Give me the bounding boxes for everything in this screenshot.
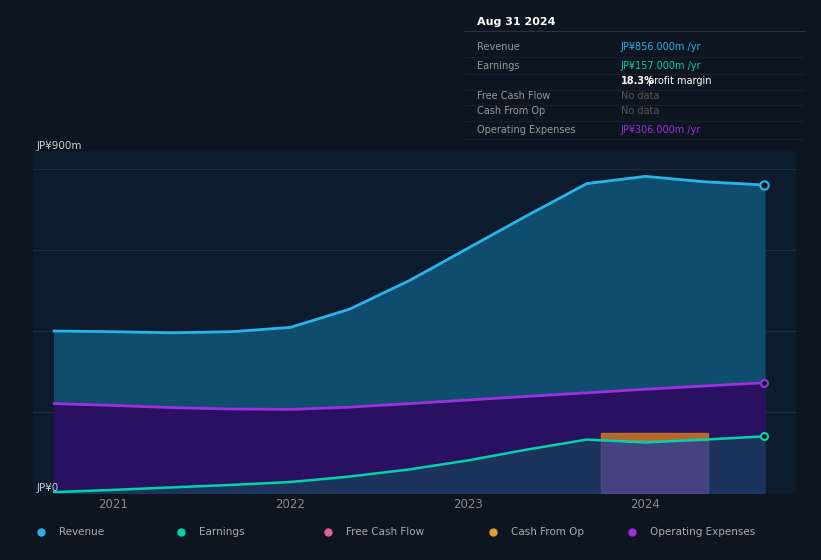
Text: Free Cash Flow: Free Cash Flow bbox=[346, 527, 424, 537]
Text: No data: No data bbox=[621, 106, 659, 116]
Text: Aug 31 2024: Aug 31 2024 bbox=[478, 17, 556, 27]
Text: 18.3%: 18.3% bbox=[621, 76, 654, 86]
Text: Free Cash Flow: Free Cash Flow bbox=[478, 91, 551, 101]
Text: JP¥856.000m /yr: JP¥856.000m /yr bbox=[621, 42, 701, 52]
Text: Revenue: Revenue bbox=[478, 42, 521, 52]
Text: Cash From Op: Cash From Op bbox=[511, 527, 584, 537]
Text: Operating Expenses: Operating Expenses bbox=[650, 527, 755, 537]
Text: JP¥900m: JP¥900m bbox=[37, 141, 82, 151]
Text: Earnings: Earnings bbox=[478, 61, 520, 71]
Text: JP¥0: JP¥0 bbox=[37, 483, 59, 493]
Text: JP¥157.000m /yr: JP¥157.000m /yr bbox=[621, 61, 701, 71]
Text: Cash From Op: Cash From Op bbox=[478, 106, 546, 116]
Text: profit margin: profit margin bbox=[648, 76, 711, 86]
Text: Revenue: Revenue bbox=[59, 527, 104, 537]
Text: JP¥306.000m /yr: JP¥306.000m /yr bbox=[621, 125, 701, 135]
Text: No data: No data bbox=[621, 91, 659, 101]
Text: Earnings: Earnings bbox=[199, 527, 244, 537]
Text: Operating Expenses: Operating Expenses bbox=[478, 125, 576, 135]
